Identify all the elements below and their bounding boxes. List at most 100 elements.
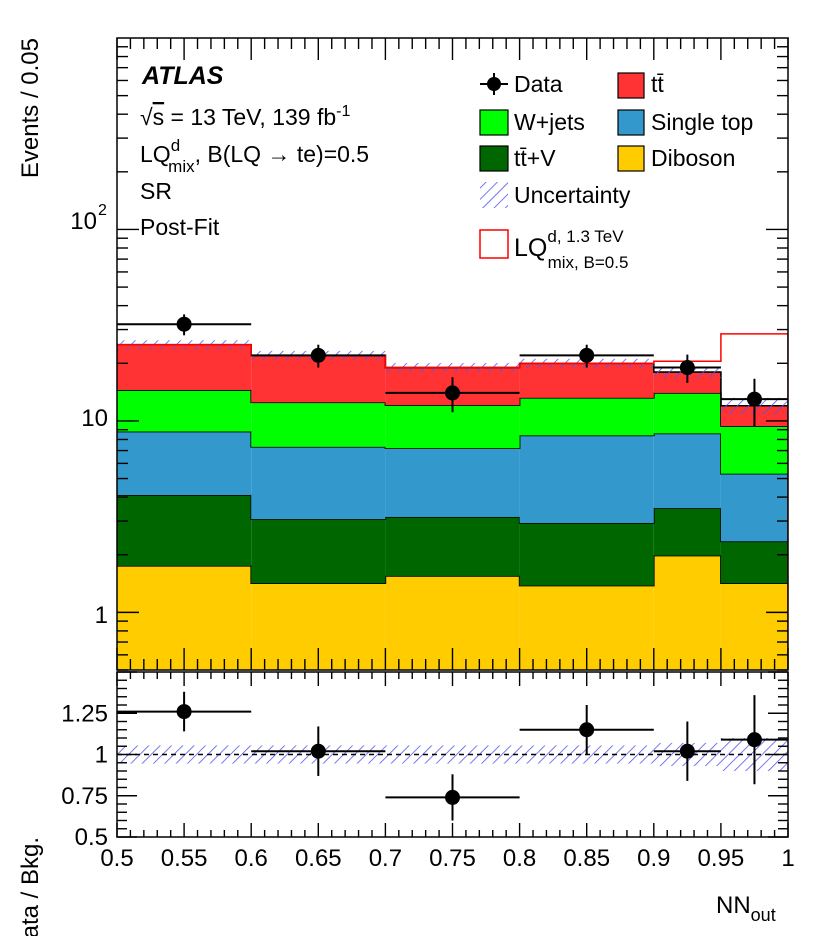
stack-tt-v-bin-5 — [720, 541, 788, 584]
legend-data-marker — [487, 77, 501, 91]
stack-diboson-bin-4 — [653, 555, 721, 670]
data-points — [117, 314, 788, 427]
xtick-label-0: 0.5 — [100, 845, 133, 872]
xtick-label-10: 1 — [781, 845, 794, 872]
ytick-10: 10 — [81, 405, 108, 432]
ratio-point-bin-1 — [310, 743, 326, 759]
legend-signal-main: LQ — [514, 234, 547, 262]
x-axis-title-main: NN — [716, 892, 751, 919]
xtick-label-4: 0.7 — [369, 845, 402, 872]
xtick-label-7: 0.85 — [563, 845, 610, 872]
x-tick-labels: 0.5 0.55 0.6 0.65 0.7 0.75 0.8 0.85 0.9 0.95 1 — [100, 845, 794, 872]
model-sup: d — [171, 136, 180, 155]
ratio-point-bin-0 — [176, 704, 192, 720]
legend-ttbar-label: tt̄ — [651, 71, 664, 97]
stack-w-jets-bin-0 — [117, 390, 252, 432]
ratio-point-bin-3 — [579, 722, 595, 738]
x-axis-title: NNout — [716, 892, 776, 925]
stack-tt-v-bin-3 — [519, 522, 654, 586]
model-rest: , B(LQ → te)=0.5 — [195, 141, 370, 167]
ratio-y-axis-title: Data / Bkg. — [17, 837, 44, 936]
stack-w-jets-bin-4 — [653, 392, 721, 434]
stack-tt-v-bin-4 — [653, 508, 721, 556]
stack-single-top-bin-2 — [385, 448, 520, 517]
data-point-bin-5 — [746, 391, 762, 407]
stack-tt-v-bin-2 — [385, 516, 520, 576]
ytick-100-exponent: 2 — [98, 202, 107, 219]
x-axis-title-sub: out — [751, 905, 776, 925]
region-label: SR — [140, 178, 172, 204]
legend-ttv: tt̄+V — [479, 145, 556, 172]
legend-wjets-swatch — [479, 109, 509, 136]
model-lq: LQ — [140, 141, 171, 167]
legend-uncertainty-swatch — [480, 182, 508, 208]
stack-tt-bin-3 — [519, 363, 654, 398]
stack-tt-bin-0 — [117, 344, 252, 391]
atlas-label: ATLAS — [141, 62, 224, 90]
lumi-exponent: -1 — [336, 103, 350, 120]
legend-single-top-swatch — [617, 109, 645, 136]
xtick-label-9: 0.95 — [698, 845, 745, 872]
legend-diboson-label: Diboson — [651, 145, 735, 171]
ratio-ytick-label-0: 0.5 — [75, 824, 108, 851]
legend-data-label: Data — [514, 71, 563, 97]
ratio-point-bin-5 — [746, 732, 762, 748]
legend: Data tt̄ W+jets Single top tt̄+V Diboson… — [479, 71, 753, 272]
axis-ticks — [116, 38, 789, 838]
legend-uncertainty: Uncertainty — [480, 182, 631, 208]
legend-wjets: W+jets — [479, 109, 585, 136]
legend-ttv-label: tt̄+V — [514, 145, 556, 171]
stack-single-top-bin-0 — [117, 431, 252, 496]
stack-single-top-bin-1 — [251, 446, 386, 520]
xtick-label-5: 0.75 — [429, 845, 476, 872]
xtick-label-2: 0.6 — [235, 845, 268, 872]
ratio-point-bin-2 — [445, 789, 460, 805]
ytick-1: 1 — [95, 602, 108, 629]
ratio-ytick-label-1: 0.75 — [61, 783, 108, 810]
legend-signal-swatch — [479, 229, 509, 259]
legend-uncertainty-label: Uncertainty — [514, 182, 631, 208]
legend-single-top: Single top — [617, 109, 753, 136]
data-point-bin-1 — [310, 347, 326, 363]
model-label: LQd mix, B(LQ → te)=0.5 — [140, 136, 369, 176]
legend-signal: LQd, 1.3 TeV mix, B=0.5 — [479, 227, 628, 272]
legend-signal-sup: d, 1.3 TeV — [547, 227, 624, 246]
legend-single-top-label: Single top — [651, 109, 753, 135]
stack-w-jets-bin-3 — [519, 397, 654, 436]
legend-ttbar-swatch — [617, 72, 645, 99]
plot-annotations: ATLAS √s = 13 TeV, 139 fb-1 LQd mix, B(LQ… — [140, 62, 369, 240]
data-point-bin-4 — [679, 360, 695, 376]
stack-single-top-bin-4 — [653, 433, 721, 509]
y-tick-labels-ratio: 0.5 0.75 1 1.25 — [61, 700, 108, 851]
legend-ttv-swatch — [479, 145, 509, 172]
xtick-label-3: 0.65 — [295, 845, 342, 872]
data-point-bin-0 — [176, 316, 192, 332]
ytick-100: 10 — [70, 208, 97, 235]
ratio-ytick-label-2: 1 — [95, 742, 108, 769]
xtick-label-6: 0.8 — [503, 845, 536, 872]
legend-diboson-swatch — [617, 145, 645, 172]
model-sub: mix — [168, 157, 195, 176]
legend-data: Data — [480, 71, 563, 97]
ratio-uncertainty-band — [117, 738, 788, 771]
xtick-label-8: 0.9 — [637, 845, 670, 872]
stack-w-jets-bin-2 — [385, 405, 520, 449]
ratio-data-points — [117, 691, 788, 821]
fit-label: Post-Fit — [140, 214, 220, 240]
xtick-label-1: 0.55 — [161, 845, 208, 872]
legend-signal-sub: mix, B=0.5 — [548, 253, 629, 272]
data-point-bin-3 — [579, 347, 595, 363]
stack-single-top-bin-5 — [720, 473, 788, 542]
y-tick-labels-main: 1 10 10 2 — [70, 202, 108, 629]
stack-w-jets-bin-5 — [720, 426, 788, 474]
energy-s: s — [153, 104, 165, 130]
legend-wjets-label: W+jets — [514, 109, 585, 135]
energy-lumi-label: √s = 13 TeV, 139 fb-1 — [140, 103, 350, 130]
y-axis-title: Events / 0.05 — [17, 38, 44, 178]
legend-signal-label: LQd, 1.3 TeV mix, B=0.5 — [514, 227, 628, 272]
legend-ttbar: tt̄ — [617, 71, 664, 99]
stack-diboson-bin-5 — [720, 583, 788, 670]
energy-text: = 13 TeV, 139 fb — [164, 104, 336, 130]
ratio-point-bin-4 — [679, 743, 695, 759]
